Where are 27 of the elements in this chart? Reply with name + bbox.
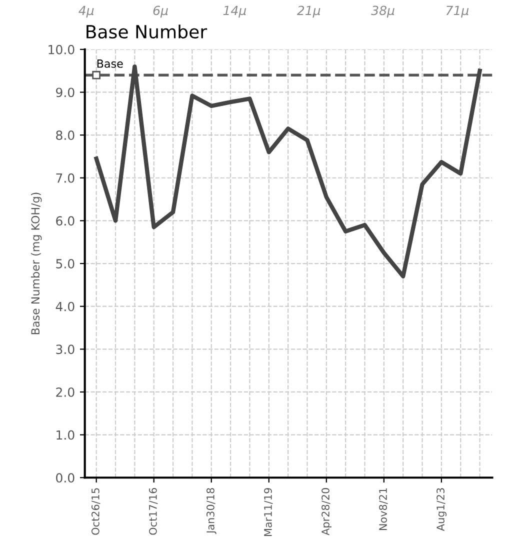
x-tick-label: Nov8/21 [379,488,388,530]
x-tick-label: Jan30/18 [206,488,216,534]
chart-title: Base Number [86,24,208,39]
text: 21μ [296,6,320,18]
text: 6μ [153,6,168,18]
x-tick-label: Oct26/15 [91,488,100,535]
y-tick-label: 0.0 [56,473,74,483]
text: 14μ [223,6,246,18]
y-tick-label: 2.0 [56,387,74,397]
x-tick-label: Aug1/23 [436,488,446,532]
y-tick-label: 7.0 [56,173,74,183]
y-tick-label: 4.0 [56,302,74,312]
y-tick-label: 10.0 [48,44,74,54]
y-tick-label: 6.0 [56,216,74,226]
y-tick-label: 9.0 [56,88,74,98]
x-tick-label: Mar11/19 [264,488,273,536]
text: 71μ [446,6,469,18]
y-tick-label: 3.0 [56,344,74,354]
y-tick-label: 5.0 [56,258,74,268]
y-tick-label: 8.0 [56,130,74,140]
y-tick-label: 1.0 [56,430,74,440]
x-tick-label: Oct17/16 [149,488,158,535]
y-axis-title: Base Number (mg KOH/g) [30,192,42,334]
text: 38μ [371,6,394,18]
ref-line-label: Base [97,60,123,68]
x-tick-label: Apr28/20 [322,488,332,536]
text: 4μ [78,6,94,18]
